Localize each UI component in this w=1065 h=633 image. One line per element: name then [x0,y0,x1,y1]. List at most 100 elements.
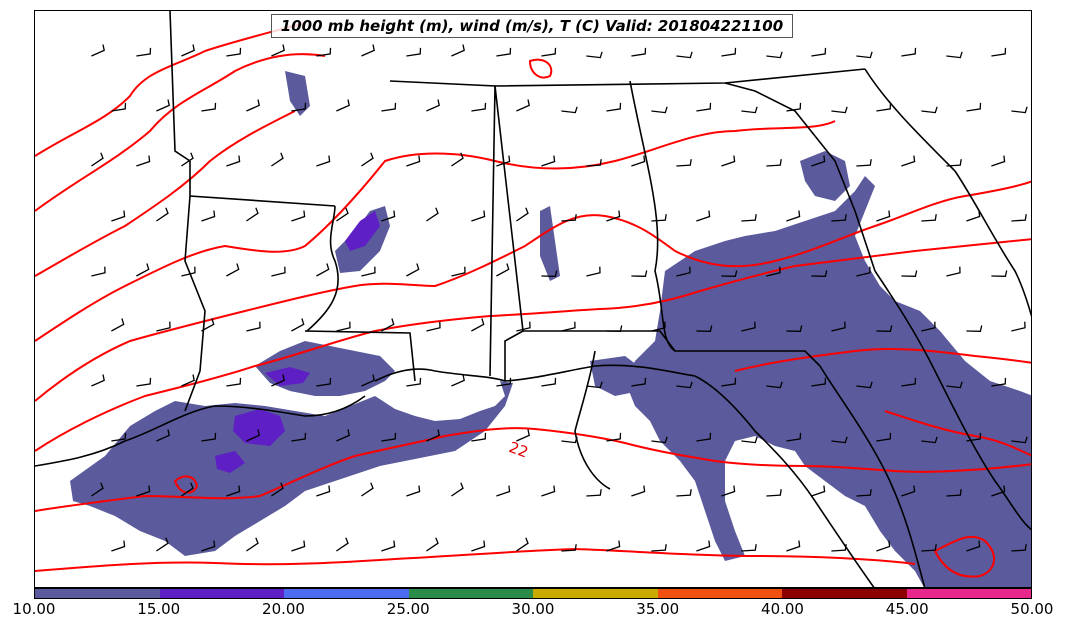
wind-barb [696,210,711,222]
wind-barb [136,263,150,277]
wind-barb [676,159,692,167]
coastline [374,364,696,382]
wind-barb [946,381,963,389]
wind-barb [516,207,529,222]
wind-barb [1011,321,1026,332]
wind-barb [946,489,962,497]
state-border [184,195,206,412]
wind-barb [876,540,891,552]
wind-barb [541,377,557,387]
wind-barb [811,377,827,387]
wind-barb [606,102,622,112]
state-border [304,330,416,382]
wind-barb [246,537,259,552]
shading-region-15-20-b [345,211,380,251]
wind-barb [586,159,602,167]
wind-barb [786,325,803,332]
wind-barb [541,485,556,497]
wind-barb [426,321,441,332]
wind-barb [831,106,848,114]
wind-barb [336,537,349,552]
wind-barb [1011,106,1028,114]
wind-barb [561,214,577,222]
temperature-contour-label: 22 [507,438,531,461]
state-border [389,80,496,377]
wind-barb [226,485,241,497]
wind-barb [946,51,963,59]
wind-barb [181,482,194,497]
wind-barb [606,325,623,332]
wind-barb [471,210,486,222]
wind-barb [811,485,826,497]
wind-speed-shading [70,71,1031,587]
wind-barb [226,377,242,387]
wind-barb [856,51,873,59]
wind-barb [946,159,962,167]
wind-barb [361,374,375,387]
wind-barb [291,102,307,112]
wind-barb [426,429,440,442]
wind-barb [766,489,782,497]
shading-region-15-20-d [215,451,245,473]
temperature-contour [884,410,1031,457]
wind-barb [156,321,171,332]
wind-barb [631,270,648,277]
wind-barb [201,102,217,112]
temperature-contour [528,58,553,79]
state-border [169,11,191,162]
wind-barb [516,429,530,442]
wind-barb [651,214,667,222]
wind-barb [831,321,846,332]
shading-region-east-atlantic [805,301,835,341]
wind-barb [291,432,307,442]
shading-region-georgia-north [800,151,850,201]
wind-barb [496,47,512,57]
wind-barb [226,47,242,57]
wind-barb [201,540,216,552]
wind-barb [631,155,646,167]
wind-barb [561,436,578,444]
wind-barb [606,540,621,552]
wind-barb [136,377,152,387]
wind-barb [676,381,693,389]
wind-barb [381,210,396,222]
wind-barb [91,374,105,387]
wind-barb [1011,214,1027,222]
wind-barb [406,377,422,387]
wind-barb [721,155,736,167]
wind-barb [471,432,487,442]
wind-barb [966,540,981,552]
wind-barb [91,482,104,497]
wind-barb [426,207,439,222]
coastline [694,375,875,587]
wind-barb [786,540,801,552]
wind-barb [696,540,711,552]
wind-barb [336,429,350,442]
wind-barb [336,99,350,112]
colorbar-tick-label: 15.00 [137,600,181,618]
wind-barb [586,266,601,277]
wind-barb [181,44,195,57]
wind-barb [406,263,420,277]
wind-barb [966,210,981,222]
shading-region-alabama-strip [540,206,560,281]
state-border [306,205,339,332]
wind-barb [766,159,782,167]
wind-barb [901,270,918,277]
wind-barb [966,432,982,442]
wind-barb [696,325,713,332]
wind-barb [201,318,215,332]
temperature-contour [35,180,1031,402]
colorbar-segment [284,589,409,598]
wind-barb [811,155,826,167]
wind-barb [381,318,395,332]
wind-barb [901,155,916,167]
colorbar-tick-label: 10.00 [12,600,56,618]
wind-barb [111,210,126,222]
wind-barb [316,263,330,277]
wind-barb [946,266,961,277]
wind-barb [991,270,1008,277]
temperature-contour [35,22,306,157]
colorbar-segment [782,589,907,598]
wind-barb [966,325,983,332]
